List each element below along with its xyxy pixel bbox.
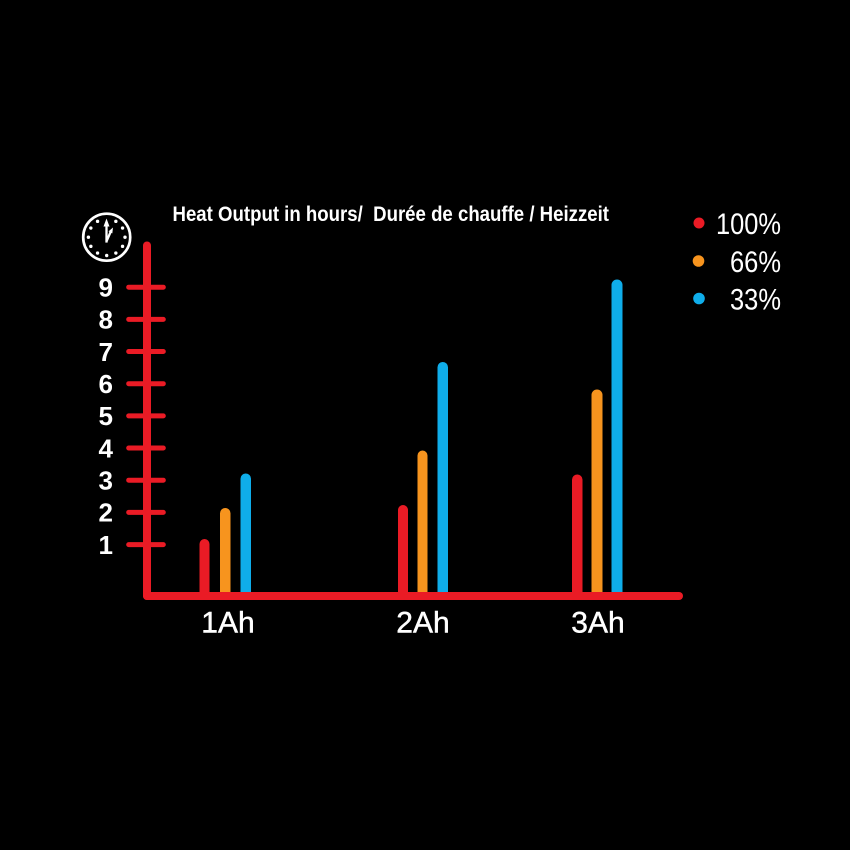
svg-text:33%: 33% (730, 284, 781, 317)
svg-text:7: 7 (99, 337, 113, 367)
svg-text:1: 1 (99, 530, 113, 560)
svg-text:1Ah: 1Ah (201, 607, 254, 640)
svg-text:8: 8 (99, 305, 113, 335)
svg-text:100%: 100% (716, 208, 781, 241)
svg-text:6: 6 (99, 369, 113, 399)
svg-text:3: 3 (99, 466, 113, 496)
svg-text:Heat Output in hours/ Durée d: Heat Output in hours/ Durée de chauffe /… (173, 203, 610, 226)
svg-text:2Ah: 2Ah (396, 607, 449, 640)
svg-text:5: 5 (99, 401, 113, 431)
svg-text:2: 2 (99, 498, 113, 528)
svg-text:9: 9 (99, 273, 113, 303)
svg-text:4: 4 (99, 433, 114, 463)
svg-text:66%: 66% (730, 246, 781, 279)
svg-text:3Ah: 3Ah (571, 607, 624, 640)
